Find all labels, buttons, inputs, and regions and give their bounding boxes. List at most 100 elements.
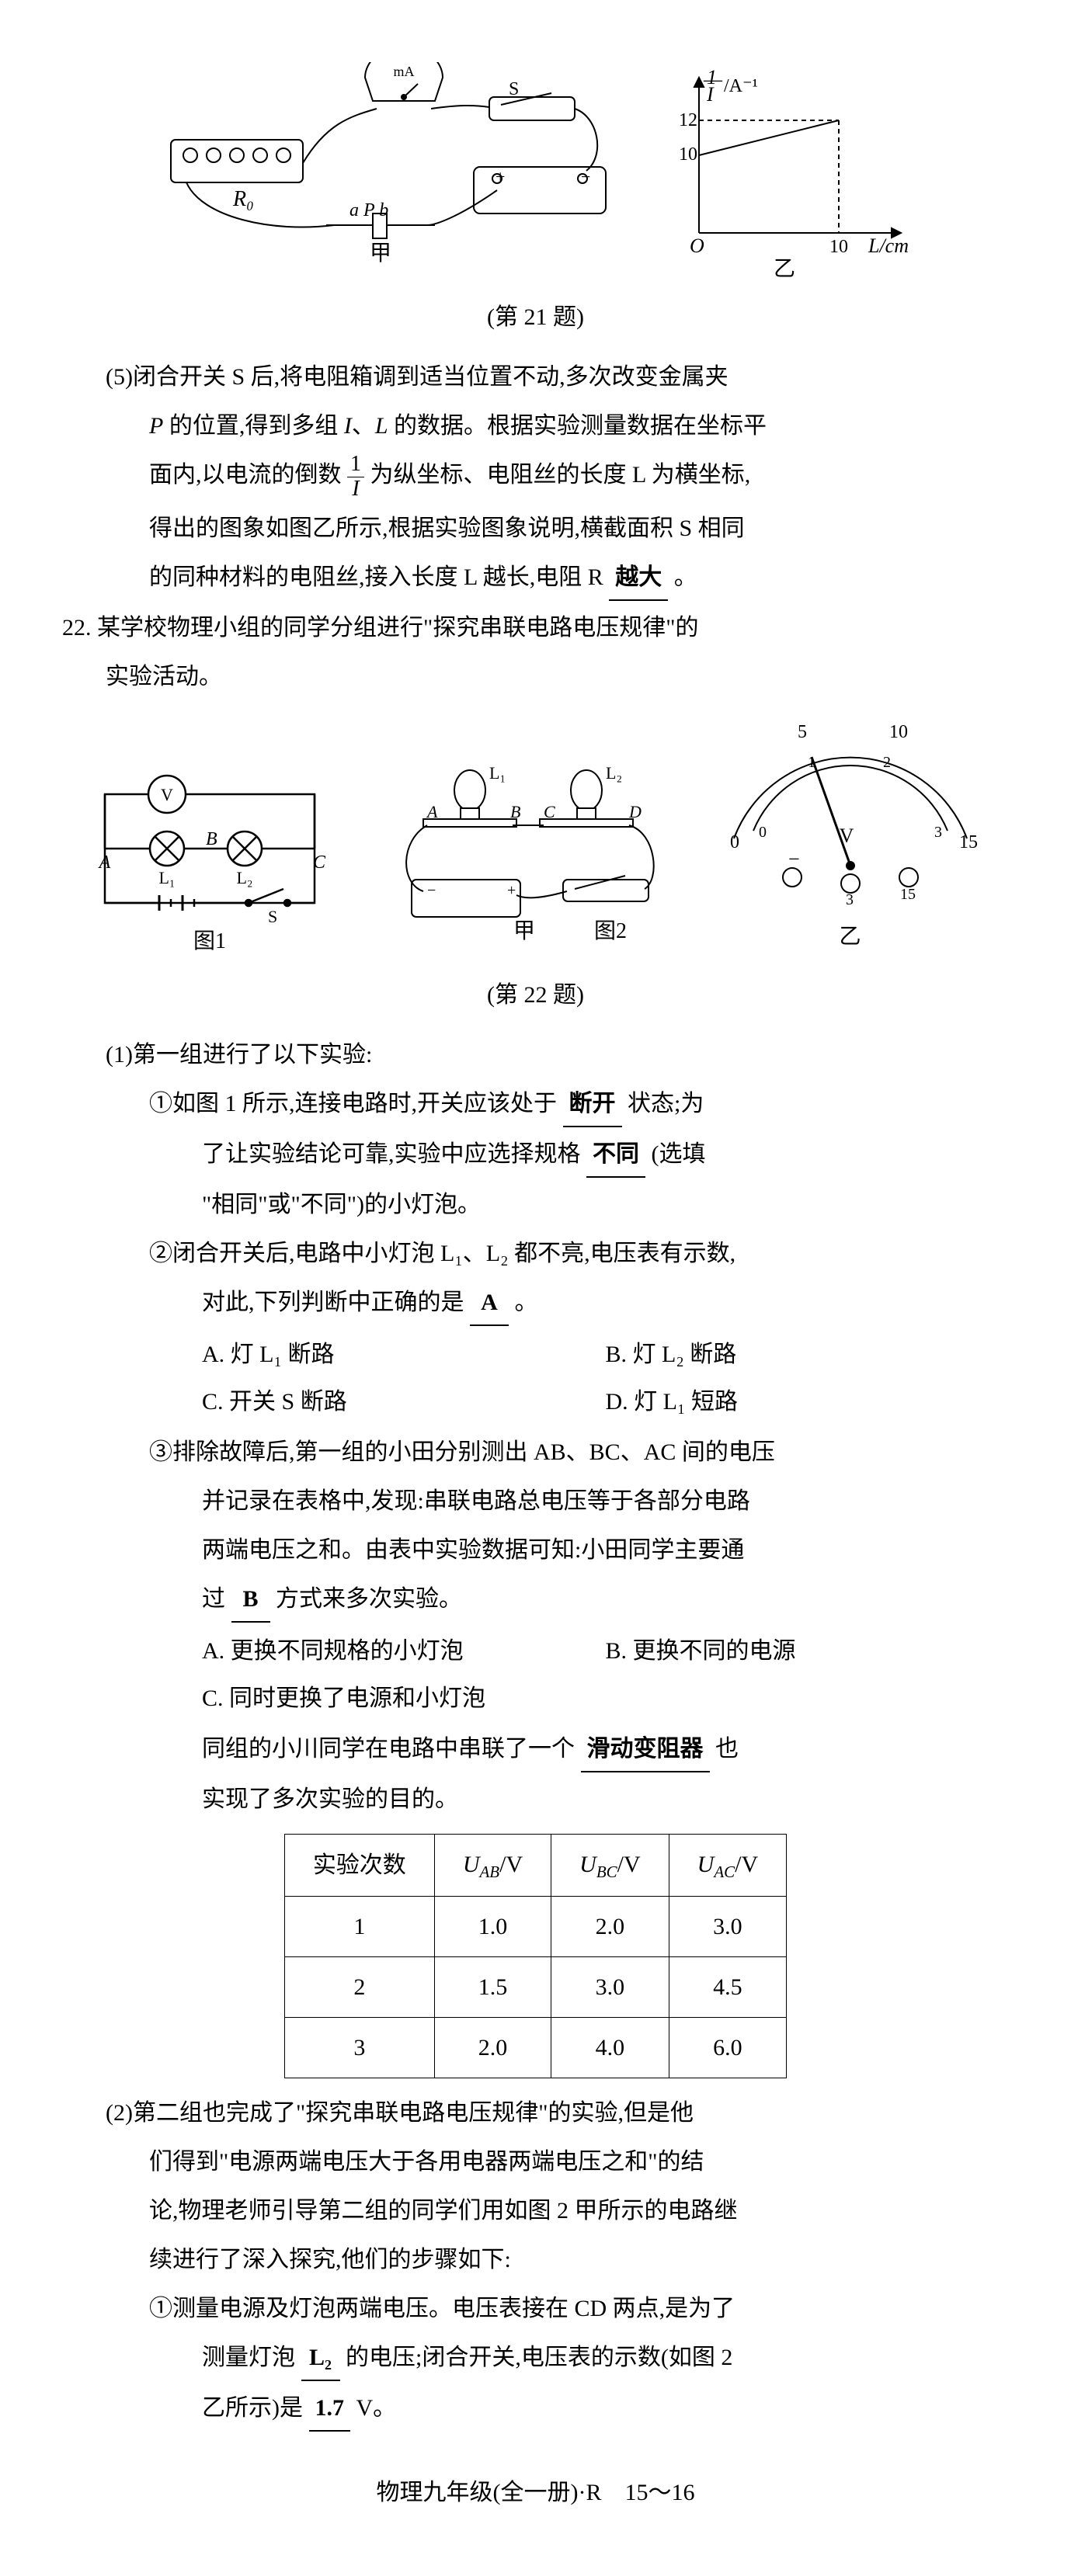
q22-1-1-td: (选填 — [652, 1141, 706, 1167]
fig1-label: 图1 — [193, 929, 225, 953]
q22-p1-1-line3: "相同"或"不同")的小灯泡。 — [62, 1182, 1009, 1227]
th-4: UAC/V — [669, 1834, 787, 1896]
cell: 2.0 — [551, 1896, 669, 1956]
cell: 3.0 — [669, 1896, 787, 1956]
q22-1-3-te1: 同组的小川同学在电路中串联了一个 — [202, 1736, 575, 1762]
table-row: 3 2.0 4.0 6.0 — [284, 2017, 786, 2078]
q22-fig1: V A B C L₁ L₂ S 图1 — [82, 755, 338, 957]
q22-p2-line3: 论,物理老师引导第二组的同学们用如图 2 甲所示的电路继 — [62, 2189, 1009, 2233]
svg-text:−: − — [581, 167, 590, 186]
fig2-label: 图2 — [594, 919, 627, 943]
q22-intro-2: 实验活动。 — [62, 654, 1009, 699]
q22-1-1-ans1: 断开 — [563, 1081, 622, 1127]
q22-2-1-prefix: ① — [149, 2296, 172, 2321]
tick-0: 0 — [730, 832, 739, 852]
q21-5-t3a: 面内,以电流的倒数 — [149, 462, 342, 488]
cell: 1.5 — [434, 1956, 551, 2017]
q22-p1-3-line3: 两端电压之和。由表中实验数据可知:小田同学主要通 — [62, 1528, 1009, 1572]
term-15: 15 — [900, 886, 916, 903]
q21-5-t3b: 为纵坐标、电阻丝的长度 L 为横坐标, — [370, 462, 751, 488]
q22-p1-2-line1: ②闭合开关后,电路中小灯泡 L₁、L₂ 都不亮,电压表有示数, — [62, 1231, 1009, 1276]
q22-p1-2-line2: 对此,下列判断中正确的是 A 。 — [62, 1280, 1009, 1326]
q22-p2-prefix: (2) — [106, 2100, 133, 2126]
lamp-L2: L₂ — [236, 868, 252, 887]
opt3-C: C. 同时更换了电源和小灯泡 — [202, 1675, 1009, 1722]
q22-p1-3-line5: 同组的小川同学在电路中串联了一个 滑动变阻器 也 — [62, 1727, 1009, 1772]
svg-text:+: + — [507, 882, 516, 899]
ytick-10: 10 — [679, 144, 697, 165]
cell: 1.0 — [434, 1896, 551, 1956]
q21-graph-figure: 1 — I /A⁻¹ 12 10 O 10 L/cm 乙 — [660, 62, 924, 279]
apb-label: a P b — [349, 200, 388, 220]
svg-text:+: + — [496, 167, 505, 186]
pt-A2: A — [426, 802, 438, 821]
q22-1-2-options: A. 灯 L₁ 断路 B. 灯 L₂ 断路 C. 开关 S 断路 D. 灯 L₁… — [62, 1331, 1009, 1425]
jia-label: 甲 — [369, 241, 391, 266]
q22-1-3-prefix: ③ — [149, 1439, 172, 1465]
q22-p2-ta: 第二组也完成了"探究串联电路电压规律"的实验,但是他 — [133, 2100, 694, 2126]
q21-circuit-figure: mA S R₀ a P b 甲 + − — [148, 62, 629, 279]
q22-1-1-tc: 了让实验结论可靠,实验中应选择规格 — [202, 1141, 581, 1167]
q21-5-line5: 的同种材料的电阻丝,接入长度 L 越长,电阻 R 越大 。 — [62, 555, 1009, 601]
inner-1: 1 — [808, 754, 815, 771]
q22-p1-1-line2: 了让实验结论可靠,实验中应选择规格 不同 (选填 — [62, 1132, 1009, 1178]
tick-5: 5 — [798, 722, 807, 742]
q22-1-3-options: A. 更换不同规格的小灯泡 B. 更换不同的电源 C. 同时更换了电源和小灯泡 — [62, 1627, 1009, 1722]
q22-2-1-tc1: 乙所示)是 — [202, 2395, 303, 2421]
cell: 3.0 — [551, 1956, 669, 2017]
th-3: UBC/V — [551, 1834, 669, 1896]
q21-figures: mA S R₀ a P b 甲 + − 1 — [62, 62, 1009, 279]
q22-p2-line1: (2)第二组也完成了"探究串联电路电压规律"的实验,但是他 — [62, 2091, 1009, 2135]
ytick-12: 12 — [679, 110, 697, 130]
meter-V: V — [839, 825, 854, 847]
pt-C2: C — [544, 802, 555, 821]
svg-text:/A⁻¹: /A⁻¹ — [724, 76, 758, 96]
term-minus: − — [788, 848, 800, 870]
q22-p1-text: 第一组进行了以下实验: — [133, 1042, 372, 1068]
q22-fig-yi-meter: 0 5 10 15 0 1 2 3 V − 3 15 乙 — [711, 714, 990, 957]
switch-S: S — [268, 907, 277, 926]
lamp2-L2: L₂ — [606, 763, 622, 783]
q21-5-line4: 得出的图象如图乙所示,根据实验图象说明,横截面积 S 相同 — [62, 506, 1009, 550]
frac-num: 1 — [347, 453, 364, 477]
q21-caption: (第 21 题) — [62, 295, 1009, 339]
cell: 1 — [284, 1896, 434, 1956]
cell: 2.0 — [434, 2017, 551, 2078]
q22-p1-3-line2: 并记录在表格中,发现:串联电路总电压等于各部分电路 — [62, 1479, 1009, 1523]
pt-A: A — [97, 852, 110, 873]
q22-1-2-ta: 闭合开关后,电路中小灯泡 L₁、L₂ 都不亮,电压表有示数, — [172, 1241, 735, 1266]
q22-1-1-tb: 状态;为 — [628, 1091, 704, 1116]
q22-p1-3-line6: 实现了多次实验的目的。 — [62, 1777, 1009, 1821]
term-3: 3 — [846, 891, 854, 908]
q22-caption: (第 22 题) — [62, 973, 1009, 1017]
q22-1-1-ta: 如图 1 所示,连接电路时,开关应该处于 — [172, 1091, 557, 1116]
q22-p2-1-line2: 测量灯泡 L₂ 的电压;闭合开关,电压表的示数(如图 2 — [62, 2335, 1009, 2381]
q21-5-t5a: 的同种材料的电阻丝,接入长度 L 越长,电阻 R — [149, 564, 603, 590]
table-row: 2 1.5 3.0 4.5 — [284, 1956, 786, 2017]
cell: 6.0 — [669, 2017, 787, 2078]
q21-5-t5b: 。 — [674, 564, 697, 590]
svg-text:I: I — [706, 83, 715, 106]
tick-10: 10 — [889, 722, 908, 742]
q22-p1-1-line1: ①如图 1 所示,连接电路时,开关应该处于 断开 状态;为 — [62, 1081, 1009, 1127]
r0-label: R₀ — [232, 187, 254, 211]
q22-2-1-ans2: 1.7 — [309, 2386, 351, 2432]
frac-den: I — [347, 477, 364, 502]
q22-1-3-td1: 过 — [202, 1586, 225, 1612]
q22-1-2-prefix: ② — [149, 1241, 172, 1266]
pt-B2: B — [510, 802, 520, 821]
table-row: 1 1.0 2.0 3.0 — [284, 1896, 786, 1956]
th-1: 实验次数 — [284, 1834, 434, 1896]
q22-2-1-tb2: 的电压;闭合开关,电压表的示数(如图 2 — [346, 2345, 732, 2370]
lamp2-L1: L₁ — [489, 763, 506, 783]
q22-1-3-ans: B — [231, 1577, 270, 1623]
page: mA S R₀ a P b 甲 + − 1 — [62, 62, 1009, 2515]
q21-5-t1: 闭合开关 S 后,将电阻箱调到适当位置不动,多次改变金属夹 — [133, 364, 728, 390]
svg-text:−: − — [427, 882, 436, 899]
inner-3: 3 — [934, 824, 942, 841]
q22-p1-prefix: (1) — [106, 1042, 133, 1068]
yi-label2: 乙 — [711, 916, 990, 957]
q21-5-line1: (5)闭合开关 S 后,将电阻箱调到适当位置不动,多次改变金属夹 — [62, 355, 1009, 399]
q22-intro-t1: 某学校物理小组的同学分组进行"探究串联电路电压规律"的 — [97, 615, 699, 641]
cell: 4.0 — [551, 2017, 669, 2078]
